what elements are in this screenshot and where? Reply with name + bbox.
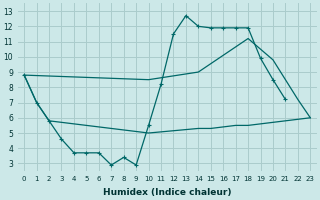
X-axis label: Humidex (Indice chaleur): Humidex (Indice chaleur) xyxy=(103,188,231,197)
